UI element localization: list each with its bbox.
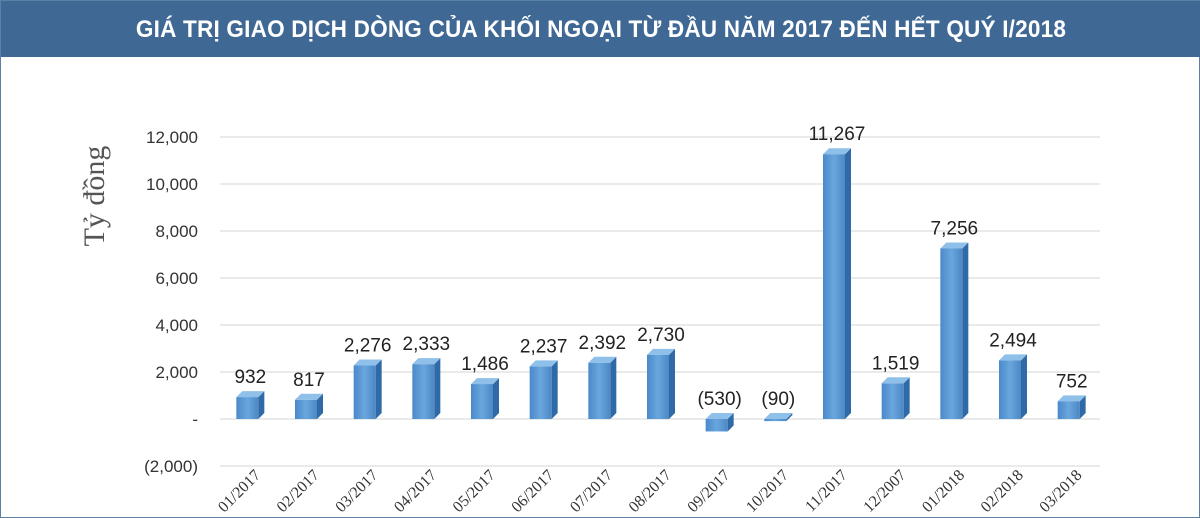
data-label: 2,730 bbox=[637, 325, 685, 346]
x-tick-label: 10/2017 bbox=[743, 467, 792, 516]
y-tick-label: 2,000 bbox=[155, 363, 198, 382]
data-label: (530) bbox=[697, 389, 741, 410]
y-tick-label: - bbox=[192, 410, 198, 429]
data-label: 2,392 bbox=[579, 333, 627, 354]
data-label: 2,494 bbox=[989, 330, 1037, 351]
y-tick-label: 10,000 bbox=[146, 175, 198, 194]
data-label: 2,237 bbox=[520, 336, 568, 357]
x-tick-label: 01/2017 bbox=[215, 467, 264, 516]
x-axis-ticks: 01/2017 02/2017 03/2017 04/2017 05/2017 06/20… bbox=[215, 467, 1085, 516]
x-tick-label: 04/2017 bbox=[391, 467, 440, 516]
bar bbox=[999, 354, 1027, 419]
chart-title: GIÁ TRỊ GIAO DỊCH DÒNG CỦA KHỐI NGOẠI TỪ… bbox=[135, 16, 1067, 43]
data-label: 1,519 bbox=[872, 353, 920, 374]
x-tick-label: 01/2018 bbox=[919, 467, 968, 516]
bar bbox=[705, 413, 734, 432]
x-tick-label: 09/2017 bbox=[684, 467, 733, 516]
x-tick-label: 06/2017 bbox=[508, 467, 557, 516]
data-label: (90) bbox=[761, 389, 795, 410]
x-tick-label: 03/2018 bbox=[1036, 467, 1085, 516]
x-tick-label: 11/2017 bbox=[802, 467, 851, 516]
y-tick-label: (2,000) bbox=[144, 457, 198, 476]
y-tick-label: 4,000 bbox=[155, 316, 198, 335]
x-tick-label: 08/2017 bbox=[626, 467, 675, 516]
data-label: 932 bbox=[234, 367, 266, 388]
bar bbox=[295, 393, 323, 419]
data-labels: 932 817 2,276 2,333 1,486 2,237 2,392 2,730 (530… bbox=[234, 124, 1087, 410]
bar bbox=[1057, 395, 1086, 419]
data-label: 817 bbox=[293, 370, 325, 391]
x-tick-label: 05/2017 bbox=[450, 467, 499, 516]
y-tick-label: 6,000 bbox=[155, 269, 198, 288]
data-label: 11,267 bbox=[809, 124, 866, 145]
y-tick-label: 8,000 bbox=[155, 222, 198, 241]
bar bbox=[471, 378, 499, 419]
bar bbox=[236, 391, 265, 419]
data-label: 7,256 bbox=[931, 218, 979, 239]
x-tick-label: 02/2017 bbox=[274, 467, 323, 516]
bar bbox=[881, 377, 910, 419]
y-axis-ticks: (2,000) - 2,000 4,000 6,000 8,000 10,000 12,000 bbox=[144, 128, 198, 476]
x-tick-label: 03/2017 bbox=[332, 467, 381, 516]
bar bbox=[764, 413, 793, 422]
bar bbox=[647, 348, 675, 419]
data-label: 2,333 bbox=[403, 334, 451, 355]
y-tick-label: 12,000 bbox=[146, 128, 198, 147]
data-label: 2,276 bbox=[344, 336, 392, 357]
bar bbox=[823, 148, 851, 419]
x-tick-label: 12/2007 bbox=[860, 467, 909, 516]
bar bbox=[353, 359, 382, 419]
title-bar bbox=[1, 1, 1200, 57]
x-tick-label: 07/2017 bbox=[567, 467, 616, 516]
y-axis-label: Tỷ đồng bbox=[78, 146, 111, 247]
x-tick-label: 02/2018 bbox=[978, 467, 1027, 516]
data-label: 1,486 bbox=[461, 354, 509, 375]
data-label: 752 bbox=[1056, 371, 1088, 392]
bar bbox=[940, 242, 969, 419]
bar bbox=[412, 358, 441, 419]
bar bbox=[588, 356, 617, 419]
bars bbox=[236, 148, 1086, 432]
bar bbox=[529, 360, 558, 419]
